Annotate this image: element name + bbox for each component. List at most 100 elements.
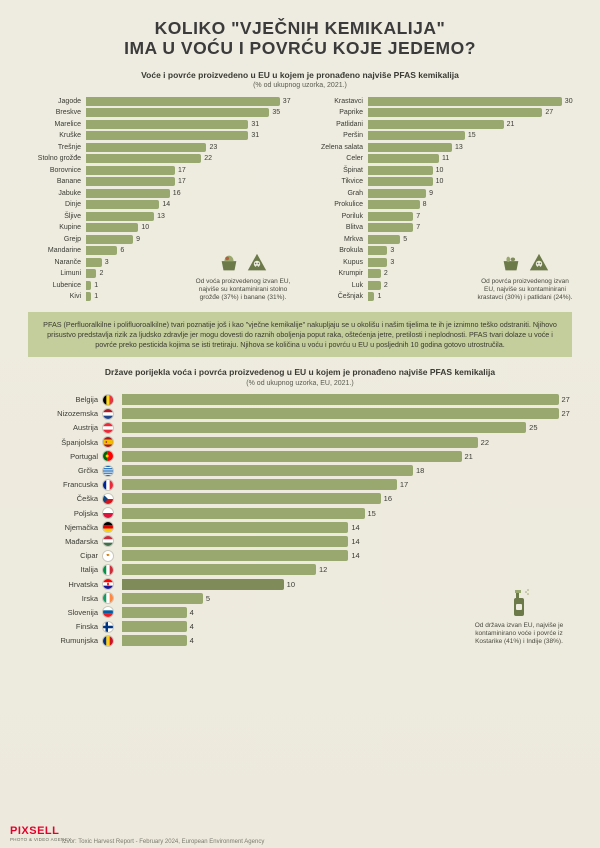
country-value: 4 [190, 635, 194, 646]
country-value: 15 [367, 508, 375, 519]
bar-track: 17 [86, 166, 290, 175]
bar-value: 13 [455, 143, 463, 152]
country-track: 14 [122, 522, 572, 533]
bar-label: Dinje [28, 201, 83, 208]
bar-label: Kivi [28, 293, 83, 300]
country-bar [122, 536, 348, 547]
flag-icon [102, 592, 114, 604]
country-row: Njemačka14 [28, 520, 572, 534]
bar-fill [368, 223, 413, 232]
country-row: Češka16 [28, 492, 572, 506]
country-value: 12 [319, 564, 327, 575]
bar-track: 31 [86, 131, 290, 140]
bar-value: 3 [390, 246, 394, 255]
country-row: Francuska17 [28, 478, 572, 492]
section2-sub: (% od ukupnog uzorka, EU, 2021.) [28, 380, 572, 387]
bar-track: 11 [368, 154, 572, 163]
bar-fill [86, 97, 280, 106]
bar-track: 21 [368, 120, 572, 129]
bar-label: Krastavci [310, 98, 365, 105]
bar-row: Paprike27 [310, 107, 572, 119]
country-row: Mađarska14 [28, 534, 572, 548]
bar-label: Kruške [28, 132, 83, 139]
bar-fill [86, 120, 248, 129]
bar-fill [368, 292, 374, 301]
bar-fill [86, 292, 91, 301]
basket-icon [218, 252, 240, 274]
bar-track: 17 [86, 177, 290, 186]
bar-fill [368, 269, 381, 278]
country-label: Španjolska [28, 438, 98, 447]
bar-fill [86, 269, 96, 278]
bar-value: 5 [403, 235, 407, 244]
bar-track: 35 [86, 108, 290, 117]
bar-fill [368, 235, 400, 244]
country-chart: Belgija27Nizozemska27Austrija25Španjolsk… [28, 393, 572, 648]
bar-fill [368, 154, 439, 163]
bar-fill [368, 120, 504, 129]
bar-label: Luk [310, 282, 365, 289]
source-text: Izvor: Toxic Harvest Report - February 2… [62, 839, 264, 845]
flag-icon [102, 621, 114, 633]
section2-caption: Države porijekla voća i povrća proizvede… [28, 367, 572, 378]
pfas-info-box: PFAS (Perfluoralkilne i polifluoroalkiln… [28, 312, 572, 357]
country-value: 14 [351, 536, 359, 547]
country-row: Nizozemska27 [28, 407, 572, 421]
bar-value: 31 [251, 120, 259, 129]
bar-track: 10 [86, 223, 290, 232]
country-track: 14 [122, 550, 572, 561]
country-label: Rumunjska [28, 636, 98, 645]
bar-track: 31 [86, 120, 290, 129]
country-bar [122, 579, 284, 590]
bar-fill [86, 189, 170, 198]
country-row: Španjolska22 [28, 435, 572, 449]
bar-label: Mandarine [28, 247, 83, 254]
bar-value: 1 [94, 281, 98, 290]
bar-label: Češnjak [310, 293, 365, 300]
flag-icon [102, 408, 114, 420]
country-callout-text: Od država izvan EU, najviše je kontamini… [475, 622, 564, 645]
country-bar [122, 394, 559, 405]
flag-icon [102, 535, 114, 547]
country-value: 4 [190, 621, 194, 632]
bar-fill [86, 177, 175, 186]
bar-fill [86, 223, 138, 232]
bar-value: 23 [209, 143, 217, 152]
bar-track: 13 [86, 212, 290, 221]
bar-label: Celer [310, 155, 365, 162]
main-title: KOLIKO "VJEČNIH KEMIKALIJA" IMA U VOĆU I… [28, 18, 572, 58]
bar-value: 37 [283, 97, 291, 106]
country-bar [122, 635, 187, 646]
bar-value: 10 [436, 166, 444, 175]
country-bar [122, 465, 413, 476]
country-value: 17 [400, 479, 408, 490]
country-value: 10 [287, 579, 295, 590]
bar-value: 9 [429, 189, 433, 198]
bar-label: Marelice [28, 121, 83, 128]
bar-track: 9 [86, 235, 290, 244]
bar-track: 22 [86, 154, 290, 163]
bar-label: Borovnice [28, 167, 83, 174]
bar-row: Peršin15 [310, 130, 572, 142]
country-label: Belgija [28, 395, 98, 404]
bar-value: 27 [545, 108, 553, 117]
country-row: Grčka18 [28, 463, 572, 477]
bar-row: Marelice 31 [28, 118, 290, 130]
bar-label: Trešnje [28, 144, 83, 151]
bar-fill [368, 166, 433, 175]
fruit-chart: Jagode37Breskve35Marelice31Kruške31Trešn… [28, 95, 290, 302]
bar-track: 14 [86, 200, 290, 209]
country-value: 14 [351, 522, 359, 533]
bar-label: Prokulice [310, 201, 365, 208]
bar-row: Trešnje 23 [28, 141, 290, 153]
bar-fill [368, 281, 381, 290]
bar-value: 15 [468, 131, 476, 140]
country-track: 17 [122, 479, 572, 490]
country-bar [122, 607, 187, 618]
country-label: Finska [28, 622, 98, 631]
bar-row: Poriluk7 [310, 210, 572, 222]
country-value: 18 [416, 465, 424, 476]
country-row: Portugal21 [28, 449, 572, 463]
bar-value: 7 [416, 223, 420, 232]
bar-label: Poriluk [310, 213, 365, 220]
